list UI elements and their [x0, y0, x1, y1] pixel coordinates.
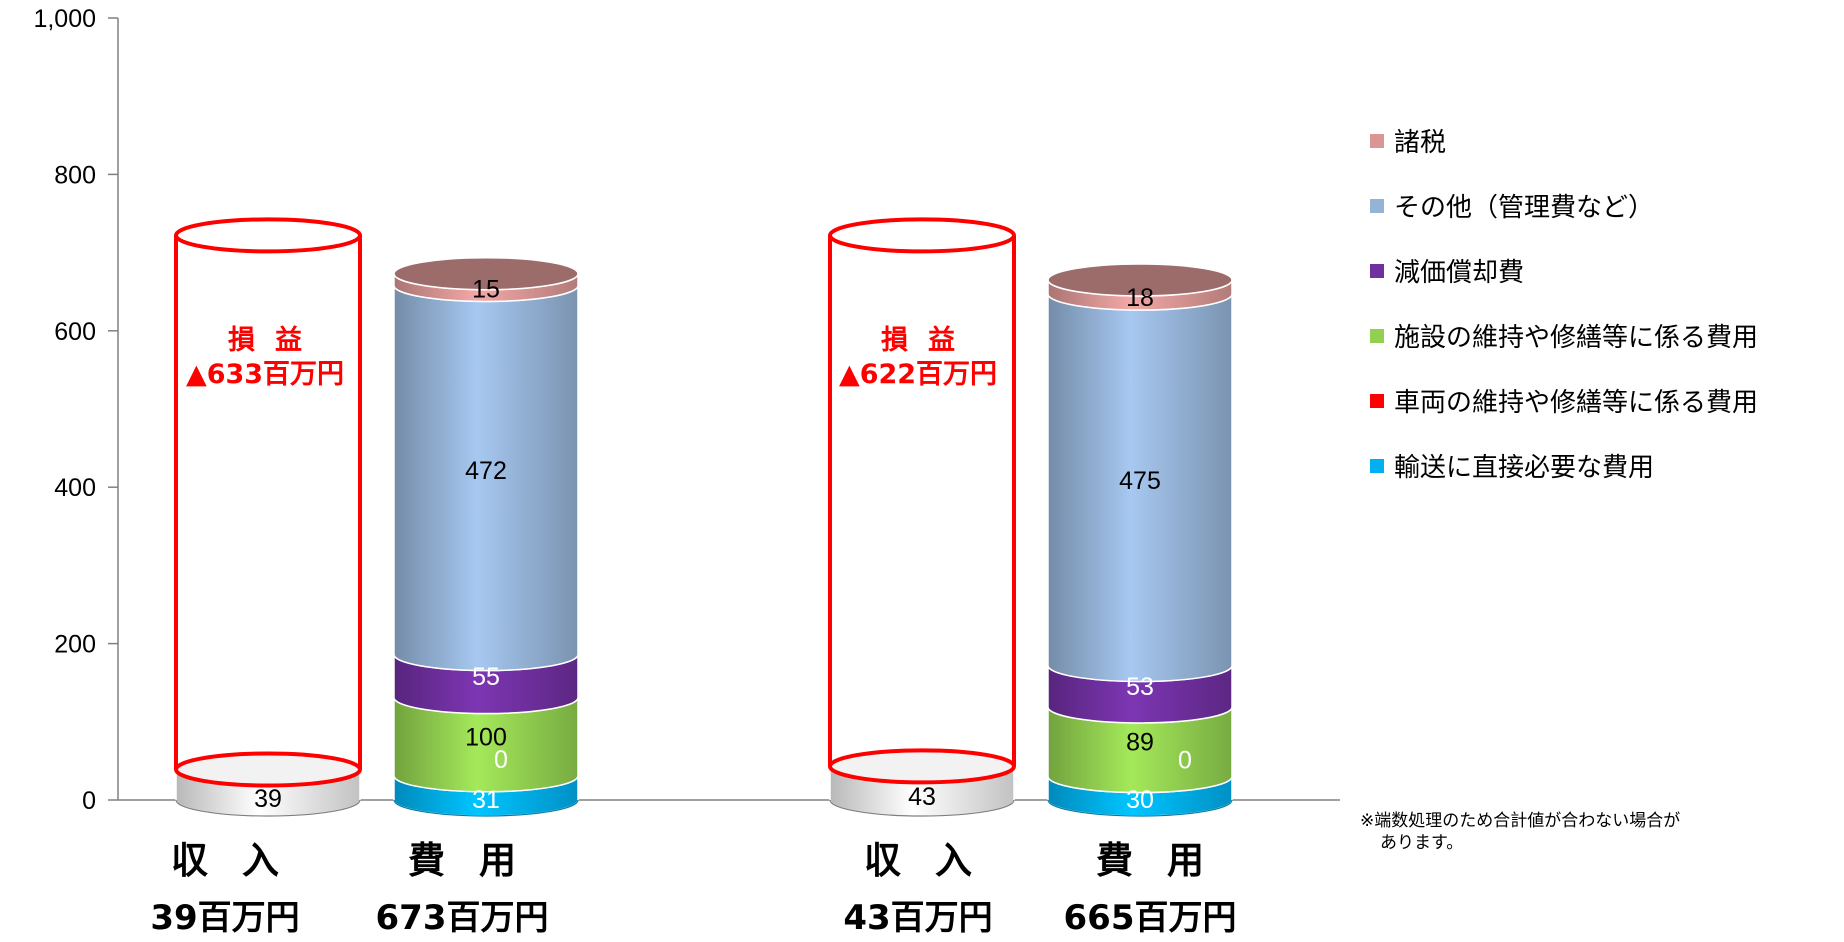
legend-label: 減価償却費: [1394, 258, 1525, 288]
data-label-cost: 55: [472, 663, 500, 691]
revenue-cylinder-edge: [829, 799, 1015, 817]
category-label-revenue: 収入 43百万円: [808, 838, 1028, 942]
category-total: 673百万円: [375, 898, 549, 938]
legend-label: 車両の維持や修繕等に係る費用: [1394, 388, 1759, 418]
legend-label: その他（管理費など）: [1394, 193, 1655, 223]
data-label-cost: 53: [1126, 673, 1154, 701]
legend-item: 車両の維持や修繕等に係る費用: [1370, 368, 1758, 433]
cost-segment-top: [1047, 263, 1233, 297]
category-total: 43百万円: [843, 898, 993, 938]
category-char: 費: [1096, 839, 1167, 882]
revenue-cylinder-edge: [175, 799, 361, 817]
footnote: ※端数処理のため合計値が合わない場合が あります。: [1360, 810, 1680, 854]
profit-outline-top: [174, 217, 362, 254]
y-tick-label: 0: [82, 787, 96, 815]
category-label-revenue: 収入 39百万円: [125, 838, 325, 942]
cost-segment-top: [393, 256, 579, 291]
y-tick-label: 600: [54, 318, 96, 346]
data-label-cost: 472: [465, 457, 507, 485]
cost-cylinder-edge: [393, 799, 579, 817]
category-label-cost: 費用 665百万円: [1040, 838, 1260, 942]
data-label-cost: 31: [472, 786, 500, 814]
profit-title: 損益: [881, 325, 975, 356]
profit-title: 損益: [228, 325, 322, 356]
profit-annotation: 損益 ▲622百万円: [818, 324, 1018, 392]
profit-outline-bottom: [828, 748, 1016, 785]
cost-cylinder-edge: [1047, 799, 1233, 817]
legend-item: その他（管理費など）: [1370, 173, 1758, 238]
category-char: 収: [864, 839, 935, 882]
data-label-cost: 15: [472, 275, 500, 303]
profit-annotation: 損益 ▲633百万円: [165, 324, 365, 392]
category-total: 39百万円: [150, 898, 300, 938]
legend-swatch: [1370, 198, 1384, 213]
category-label-cost: 費用 673百万円: [352, 838, 572, 942]
legend-swatch: [1370, 328, 1384, 343]
data-label-cost: 475: [1119, 467, 1161, 495]
data-label-cost: 89: [1126, 729, 1154, 757]
legend-label: 施設の維持や修繕等に係る費用: [1394, 323, 1759, 353]
y-tick-label: 400: [54, 474, 96, 502]
y-tick-label: 1,000: [33, 5, 96, 33]
data-label-cost: 100: [465, 724, 507, 752]
legend-item: 輸送に直接必要な費用: [1370, 433, 1758, 498]
profit-value: ▲622百万円: [838, 359, 998, 390]
legend: 諸税 その他（管理費など） 減価償却費 施設の維持や修繕等に係る費用 車両の維持…: [1370, 108, 1758, 498]
legend-swatch: [1370, 133, 1384, 148]
legend-swatch: [1370, 393, 1384, 408]
category-char: 費: [408, 839, 479, 882]
data-label-cost: 0: [1178, 747, 1192, 775]
data-label-revenue: 43: [908, 783, 936, 811]
data-label-cost: 30: [1126, 786, 1154, 814]
category-char: 入: [242, 839, 313, 882]
y-tick-label: 800: [54, 161, 96, 189]
legend-item: 減価償却費: [1370, 238, 1758, 303]
legend-swatch: [1370, 263, 1384, 278]
category-char: 入: [935, 839, 1006, 882]
legend-item: 諸税: [1370, 108, 1758, 173]
category-char: 用: [479, 839, 550, 882]
category-total: 665百万円: [1063, 898, 1237, 938]
category-char: 用: [1167, 839, 1238, 882]
profit-outline-bottom: [174, 751, 362, 788]
profit-value: ▲633百万円: [185, 359, 345, 390]
footnote-line: ※端数処理のため合計値が合わない場合が: [1360, 811, 1681, 831]
data-label-revenue: 39: [254, 785, 282, 813]
category-char: 収: [171, 839, 242, 882]
profit-outline-top: [828, 217, 1016, 254]
y-tick-label: 200: [54, 631, 96, 659]
legend-label: 輸送に直接必要な費用: [1394, 453, 1655, 483]
footnote-line: あります。: [1380, 833, 1464, 853]
legend-label: 諸税: [1394, 128, 1447, 158]
legend-swatch: [1370, 458, 1384, 473]
legend-item: 施設の維持や修繕等に係る費用: [1370, 303, 1758, 368]
data-label-cost: 18: [1126, 284, 1154, 312]
data-label-cost: 0: [494, 746, 508, 774]
